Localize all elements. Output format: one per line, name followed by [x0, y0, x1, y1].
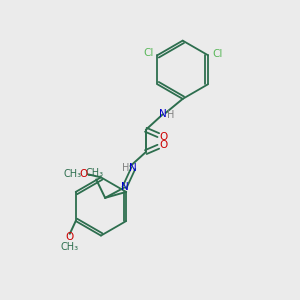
Text: N: N: [130, 163, 137, 173]
Text: N: N: [121, 182, 128, 192]
Text: CH₃: CH₃: [61, 242, 79, 252]
Text: CH₃: CH₃: [86, 168, 104, 178]
Text: O: O: [160, 132, 168, 142]
Text: H: H: [122, 163, 130, 173]
Text: H: H: [167, 110, 174, 120]
Text: Cl: Cl: [143, 48, 154, 58]
Text: O: O: [79, 169, 87, 179]
Text: N: N: [159, 109, 167, 119]
Text: CH₃: CH₃: [63, 169, 81, 179]
Text: O: O: [66, 232, 74, 242]
Text: O: O: [160, 140, 168, 150]
Text: Cl: Cl: [212, 49, 223, 59]
